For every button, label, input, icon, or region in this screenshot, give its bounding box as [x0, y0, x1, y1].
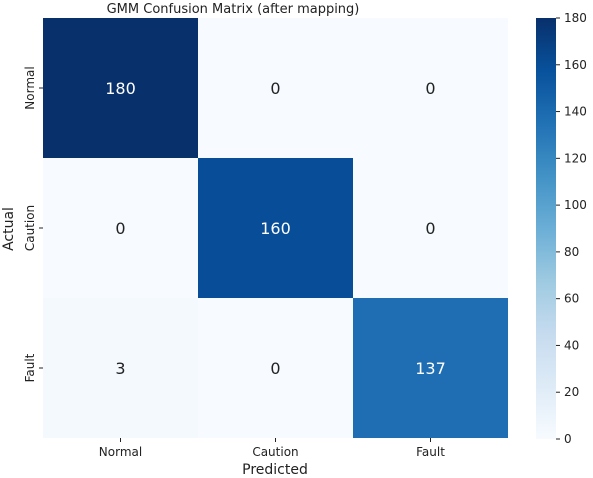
- heatmap-cell: [353, 298, 508, 438]
- colorbar: 0 20 40 60 80 100 120 140 160 180: [536, 11, 587, 446]
- heatmap-cell: [43, 298, 198, 438]
- colorbar-tick-label: 100: [564, 198, 587, 212]
- colorbar-tick-label: 80: [564, 245, 579, 259]
- colorbar-tick-label: 20: [564, 385, 579, 399]
- x-axis-label: Predicted: [242, 462, 308, 478]
- chart-title: GMM Confusion Matrix (after mapping): [107, 2, 360, 17]
- x-tick-label: Caution: [252, 445, 298, 459]
- heatmap-cell: [43, 158, 198, 298]
- heatmap-cell: [198, 18, 353, 158]
- y-axis-label: Actual: [1, 207, 17, 251]
- heatmap-cell: [353, 18, 508, 158]
- heatmap-cell: [198, 158, 353, 298]
- cell-value-label: 180: [105, 79, 136, 98]
- colorbar-tick-label: 180: [564, 11, 587, 25]
- y-tick-label: Normal: [23, 66, 37, 109]
- cell-value-label: 160: [260, 219, 291, 238]
- cell-value-label: 0: [425, 219, 435, 238]
- cell-value-label: 0: [425, 79, 435, 98]
- x-tick-label: Fault: [416, 445, 445, 459]
- cell-value-label: 0: [115, 219, 125, 238]
- heatmap-cells: 180 0 0 0 160 0 3 0 137: [43, 18, 508, 438]
- x-axis-ticks: Normal Caution Fault: [99, 438, 445, 459]
- cell-value-label: 3: [115, 359, 125, 378]
- heatmap-cell: [198, 298, 353, 438]
- colorbar-tick-label: 160: [564, 58, 587, 72]
- colorbar-tick-label: 140: [564, 105, 587, 119]
- colorbar-tick-label: 60: [564, 292, 579, 306]
- x-tick-label: Normal: [99, 445, 142, 459]
- y-tick-label: Caution: [23, 205, 37, 251]
- cell-value-label: 0: [270, 79, 280, 98]
- heatmap-cell: [43, 18, 198, 158]
- colorbar-gradient: [536, 18, 556, 439]
- colorbar-tick-label: 0: [564, 432, 572, 446]
- cell-value-label: 137: [415, 359, 446, 378]
- cell-value-label: 0: [270, 359, 280, 378]
- y-tick-label: Fault: [23, 353, 37, 382]
- y-axis-ticks: Normal Caution Fault: [23, 66, 43, 382]
- colorbar-tick-label: 120: [564, 151, 587, 165]
- heatmap-cell: [353, 158, 508, 298]
- colorbar-tick-label: 40: [564, 338, 579, 352]
